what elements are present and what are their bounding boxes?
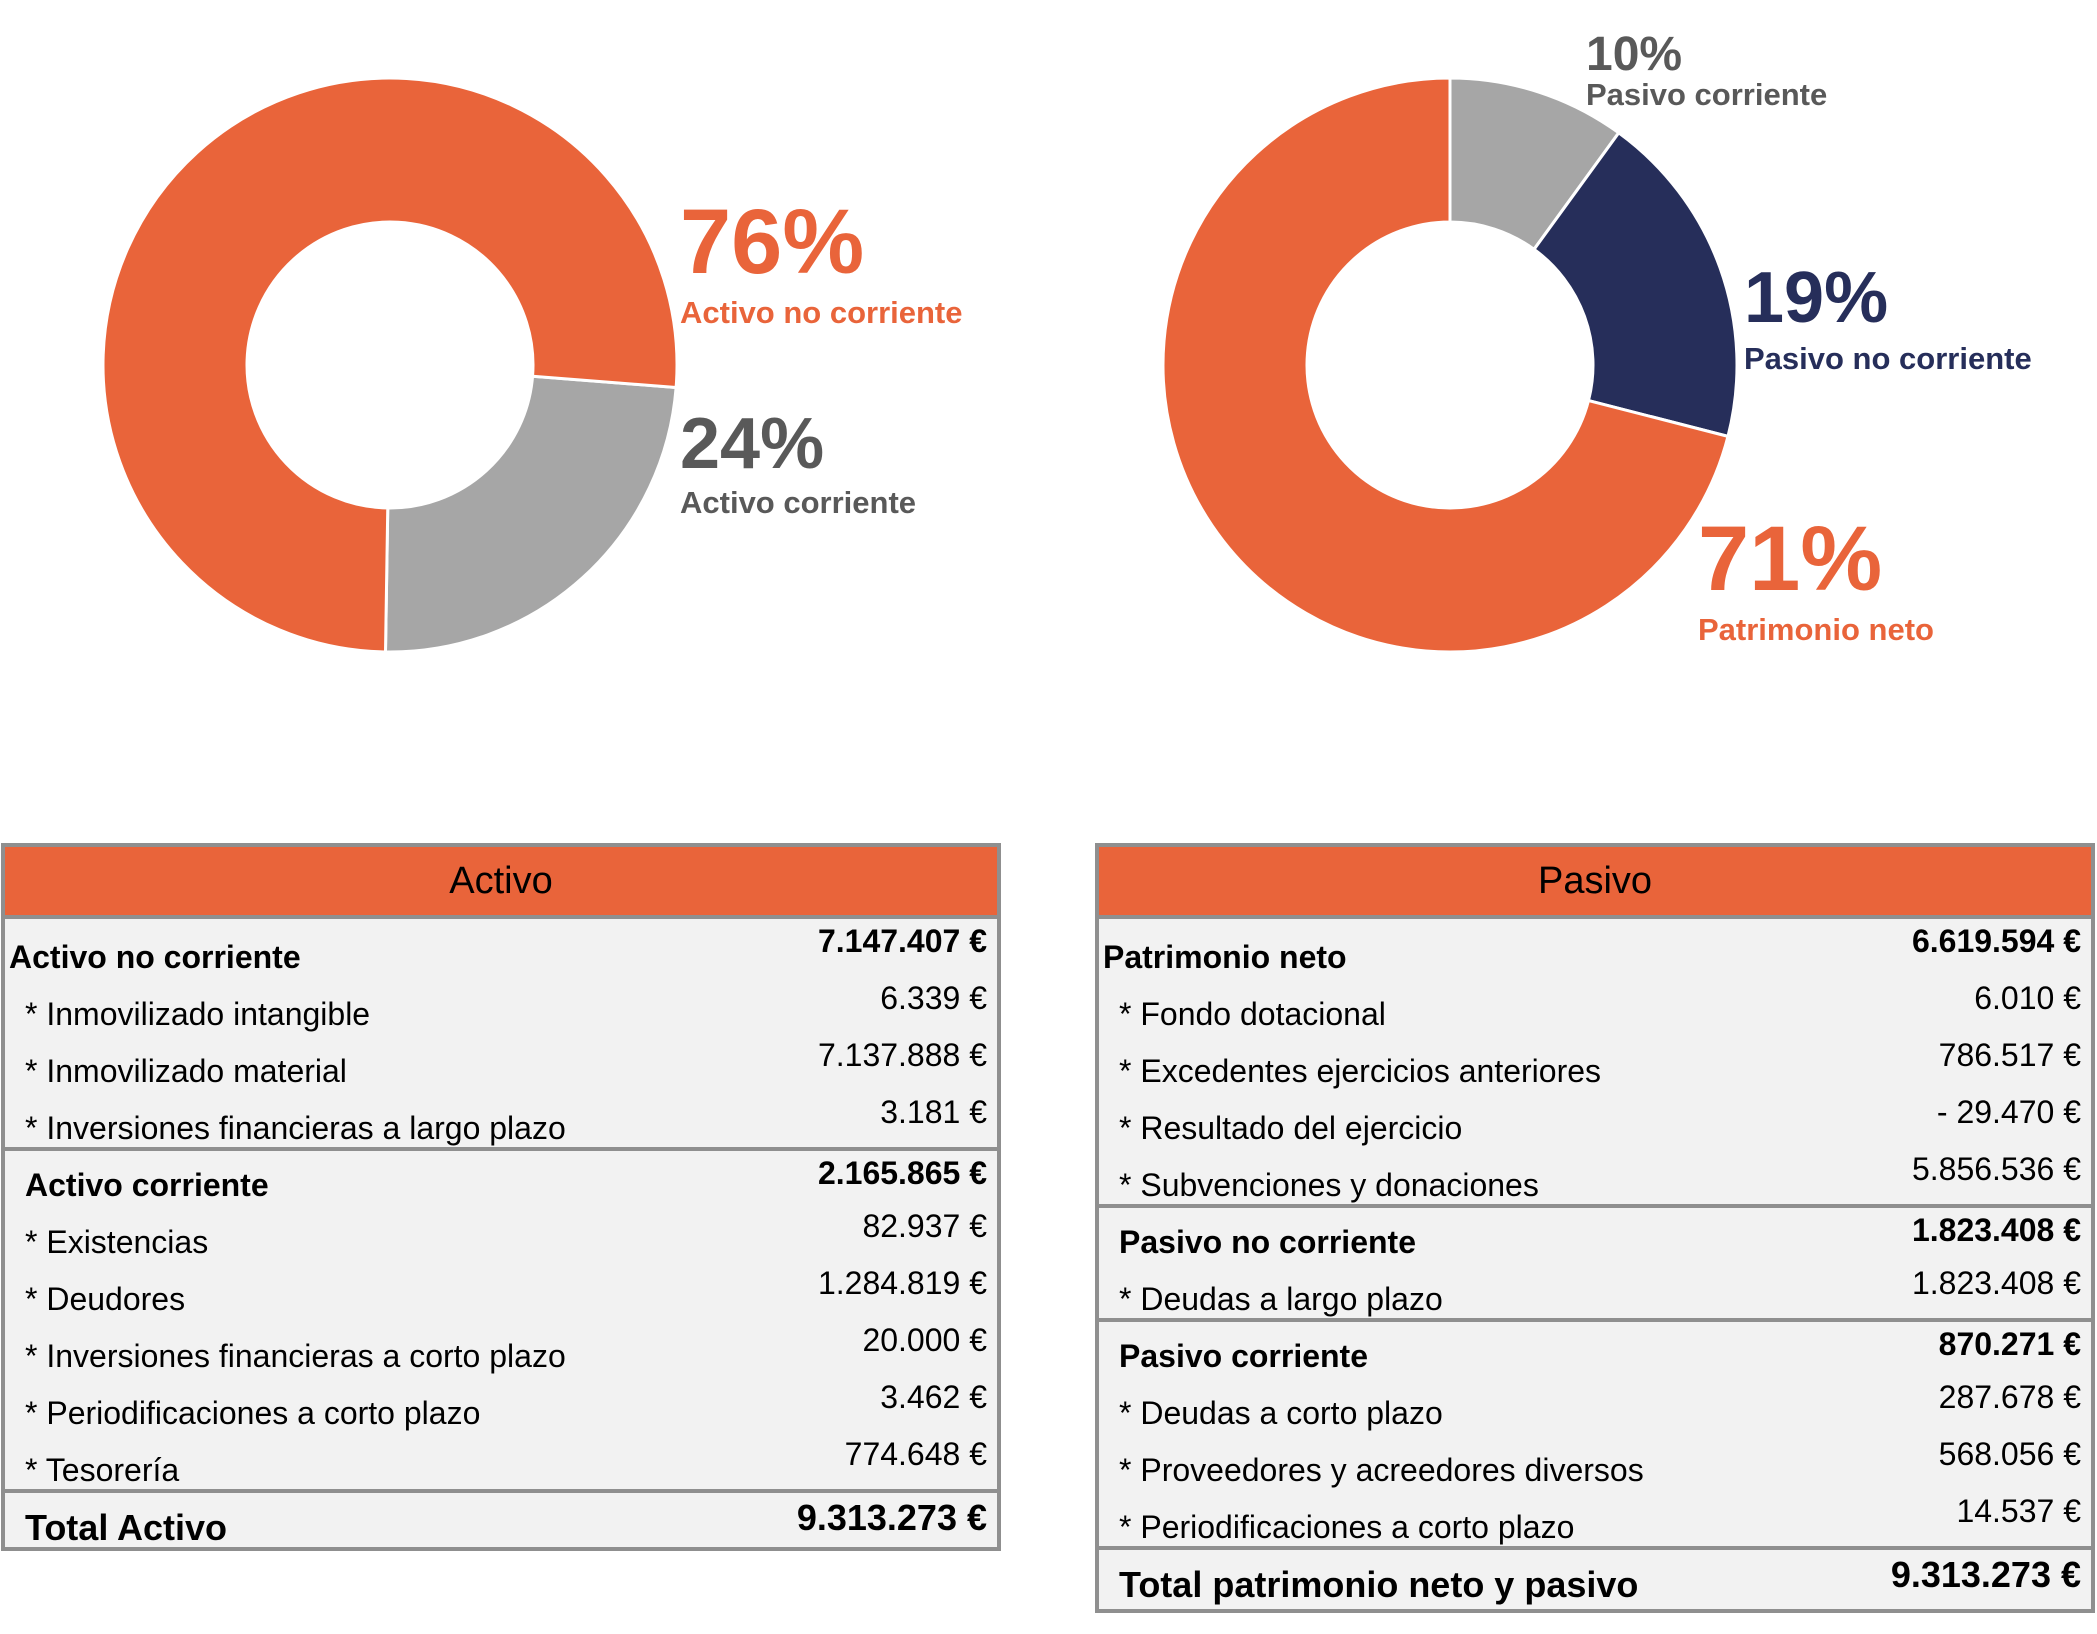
item-row: * Deudores 1.284.819 € <box>5 1261 997 1318</box>
group-name: Pasivo corriente <box>1119 1338 1368 1374</box>
item-row: * Inversiones financieras a corto plazo 2… <box>5 1318 997 1375</box>
item-name: * Inmovilizado material <box>25 1053 347 1089</box>
item-value: 1.823.408 € <box>1911 1265 2081 1301</box>
item-name: * Inversiones financieras a corto plazo <box>25 1338 566 1374</box>
activo-table-body: Activo no corriente 7.147.407 € * Inmovili… <box>5 919 997 1549</box>
item-name: * Inmovilizado intangible <box>25 996 371 1032</box>
activo-table: Activo Activo no corriente 7.147.407 € * I… <box>1 843 1001 1551</box>
group-name: Activo no corriente <box>9 939 301 975</box>
donut-charts: 76%Activo no corriente 24%Activo corrient… <box>101 28 2032 654</box>
slice-percent-label: 10% <box>1586 28 1682 81</box>
item-row: * Inmovilizado intangible 6.339 € <box>5 976 997 1033</box>
item-value: 7.137.888 € <box>817 1037 987 1073</box>
item-row: * Subvenciones y donaciones 5.856.536 € <box>1099 1147 2091 1204</box>
item-name: * Existencias <box>25 1224 209 1260</box>
pasivo-table-header: Pasivo <box>1099 847 2091 919</box>
item-row: * Periodificaciones a corto plazo 3.462 € <box>5 1375 997 1432</box>
item-value: 6.339 € <box>880 980 987 1016</box>
donut-slice-2 <box>101 76 679 654</box>
slice-percent-label: 76% <box>680 191 864 293</box>
group-value: 1.823.408 € <box>1911 1212 2081 1248</box>
item-name: * Proveedores y acreedores diversos <box>1119 1452 1644 1488</box>
slice-category-label: Pasivo corriente <box>1586 77 1827 112</box>
item-row: * Deudas a largo plazo 1.823.408 € <box>1099 1261 2091 1318</box>
group-row: Pasivo corriente 870.271 € <box>1099 1318 2091 1375</box>
group-row: Activo no corriente 7.147.407 € <box>5 919 997 976</box>
item-name: * Periodificaciones a corto plazo <box>25 1395 481 1431</box>
item-row: * Periodificaciones a corto plazo 14.537 … <box>1099 1489 2091 1546</box>
item-row: * Inmovilizado material 7.137.888 € <box>5 1033 997 1090</box>
donut-slice-2 <box>1531 130 1739 439</box>
slice-percent-label: 19% <box>1744 258 1888 338</box>
item-value: 287.678 € <box>1938 1379 2081 1415</box>
item-name: * Deudores <box>25 1281 186 1317</box>
donut-slice-1 <box>383 374 678 654</box>
item-name: * Deudas a largo plazo <box>1119 1281 1443 1317</box>
item-row: * Deudas a corto plazo 287.678 € <box>1099 1375 2091 1432</box>
activo-donut-chart: 76%Activo no corriente 24%Activo corrient… <box>101 76 963 654</box>
item-value: 3.462 € <box>880 1379 987 1415</box>
item-name: * Excedentes ejercicios anteriores <box>1119 1053 1602 1089</box>
item-row: * Resultado del ejercicio - 29.470 € <box>1099 1090 2091 1147</box>
slice-category-label: Activo corriente <box>680 485 916 520</box>
group-row: Activo corriente 2.165.865 € <box>5 1147 997 1204</box>
item-name: * Periodificaciones a corto plazo <box>1119 1509 1575 1545</box>
group-name: Activo corriente <box>25 1167 269 1203</box>
item-name: * Inversiones financieras a largo plazo <box>25 1110 566 1146</box>
group-row: Pasivo no corriente 1.823.408 € <box>1099 1204 2091 1261</box>
slice-category-label: Patrimonio neto <box>1698 612 1934 647</box>
total-row: Total Activo 9.313.273 € <box>5 1489 997 1549</box>
total-value: 9.313.273 € <box>1890 1554 2081 1595</box>
group-value: 870.271 € <box>1938 1326 2081 1362</box>
item-value: 20.000 € <box>862 1322 987 1358</box>
item-value: 5.856.536 € <box>1911 1151 2081 1187</box>
pasivo-table-body: Patrimonio neto 6.619.594 € * Fondo dotaci… <box>1099 919 2091 1606</box>
item-name: * Resultado del ejercicio <box>1119 1110 1463 1146</box>
group-row: Patrimonio neto 6.619.594 € <box>1099 919 2091 976</box>
slice-percent-label: 71% <box>1698 508 1882 610</box>
item-value: 568.056 € <box>1938 1436 2081 1472</box>
donut-slice-3 <box>1161 76 1730 654</box>
item-value: 1.284.819 € <box>817 1265 987 1301</box>
item-row: * Fondo dotacional 6.010 € <box>1099 976 2091 1033</box>
item-value: 14.537 € <box>1956 1493 2081 1529</box>
pasivo-table: Pasivo Patrimonio neto 6.619.594 € * Fondo… <box>1095 843 2095 1613</box>
item-row: * Tesorería 774.648 € <box>5 1432 997 1489</box>
item-row: * Inversiones financieras a largo plazo 3… <box>5 1090 997 1147</box>
total-name: Total Activo <box>25 1507 228 1548</box>
group-name: Pasivo no corriente <box>1119 1224 1416 1260</box>
item-value: - 29.470 € <box>1936 1094 2081 1130</box>
slice-category-label: Pasivo no corriente <box>1744 341 2032 376</box>
activo-table-header: Activo <box>5 847 997 919</box>
total-value: 9.313.273 € <box>796 1497 987 1538</box>
slice-percent-label: 24% <box>680 404 824 484</box>
item-name: * Tesorería <box>25 1452 180 1488</box>
pasivo-donut-chart: 10%Pasivo corriente 19%Pasivo no corrient… <box>1161 28 2032 654</box>
total-row: Total patrimonio neto y pasivo 9.313.273 … <box>1099 1546 2091 1606</box>
total-name: Total patrimonio neto y pasivo <box>1119 1564 1639 1605</box>
item-value: 774.648 € <box>844 1436 987 1472</box>
item-value: 6.010 € <box>1974 980 2081 1016</box>
item-row: * Proveedores y acreedores diversos 568.0… <box>1099 1432 2091 1489</box>
item-value: 786.517 € <box>1938 1037 2081 1073</box>
item-name: * Fondo dotacional <box>1119 996 1386 1032</box>
group-name: Patrimonio neto <box>1103 939 1347 975</box>
item-row: * Existencias 82.937 € <box>5 1204 997 1261</box>
group-value: 6.619.594 € <box>1911 923 2081 959</box>
item-name: * Deudas a corto plazo <box>1119 1395 1443 1431</box>
item-name: * Subvenciones y donaciones <box>1119 1167 1539 1203</box>
item-value: 3.181 € <box>880 1094 987 1130</box>
group-value: 2.165.865 € <box>817 1155 987 1191</box>
group-value: 7.147.407 € <box>817 923 987 959</box>
slice-category-label: Activo no corriente <box>680 295 963 330</box>
item-row: * Excedentes ejercicios anteriores 786.51… <box>1099 1033 2091 1090</box>
item-value: 82.937 € <box>862 1208 987 1244</box>
